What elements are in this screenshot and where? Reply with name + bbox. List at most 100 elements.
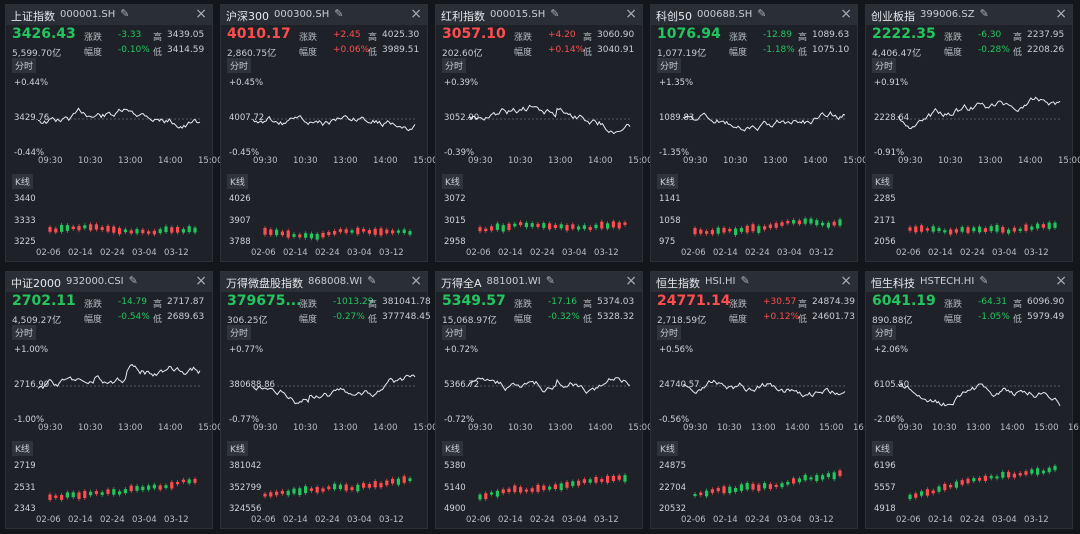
index-card[interactable]: 万得全A 881001.WI ✎ × 5349.57 15,068.97亿 涨跌 -17.16… [435, 271, 653, 529]
candle [321, 232, 325, 238]
index-name[interactable]: 万得微盘股指数 [226, 277, 303, 290]
kline-tab[interactable]: K线 [227, 174, 248, 189]
candle [338, 484, 342, 490]
pencil-icon[interactable]: ✎ [128, 274, 138, 287]
intraday-chart [467, 377, 631, 394]
candle [327, 486, 331, 490]
candle [925, 228, 929, 231]
pencil-icon[interactable]: ✎ [550, 7, 560, 20]
intraday-tab[interactable]: 分时 [12, 58, 37, 73]
kline-tab[interactable]: K线 [657, 174, 678, 189]
kline-tab[interactable]: K线 [227, 441, 248, 456]
index-name[interactable]: 科创50 [656, 10, 692, 23]
kline-tab[interactable]: K线 [872, 441, 893, 456]
kline-chart [48, 476, 197, 502]
pencil-icon[interactable]: ✎ [120, 7, 130, 20]
candle [385, 480, 389, 486]
candle [1012, 473, 1016, 478]
index-card[interactable]: 创业板指 399006.SZ ✎ × 2222.35 4,406.47亿 涨跌 -6.30 幅度… [865, 4, 1080, 262]
time-tick: 15:00 [1058, 156, 1080, 166]
pencil-icon[interactable]: ✎ [545, 274, 555, 287]
intraday-tab[interactable]: 分时 [442, 58, 467, 73]
intraday-mid-price: 3429.76 [14, 113, 50, 123]
candle [774, 484, 778, 487]
pct-value: -0.54% [118, 312, 150, 322]
intraday-tab[interactable]: 分时 [657, 58, 682, 73]
close-icon[interactable]: × [840, 6, 852, 22]
index-card[interactable]: 科创50 000688.SH ✎ × 1076.94 1,077.19亿 涨跌 -12.89 幅… [650, 4, 868, 262]
candle [734, 488, 738, 492]
close-icon[interactable]: × [1055, 273, 1067, 289]
intraday-tab[interactable]: 分时 [657, 325, 682, 340]
candle [780, 483, 784, 488]
close-icon[interactable]: × [410, 273, 422, 289]
low-label: 低 [583, 315, 593, 325]
index-name[interactable]: 红利指数 [441, 10, 485, 23]
intraday-tab[interactable]: 分时 [227, 58, 252, 73]
candle [931, 226, 935, 232]
candle [1007, 471, 1011, 478]
date-tick: 02-24 [745, 515, 770, 525]
intraday-tab[interactable]: 分时 [227, 325, 252, 340]
index-name[interactable]: 万得全A [441, 277, 482, 290]
candle [838, 219, 842, 226]
pencil-icon[interactable]: ✎ [979, 7, 989, 20]
index-card[interactable]: 恒生指数 HSI.HI ✎ × 24771.14 2,718.59亿 涨跌 +30.57 幅度 +… [650, 271, 878, 529]
candle [356, 484, 360, 492]
candle [269, 492, 273, 497]
close-icon[interactable]: × [195, 6, 207, 22]
index-card[interactable]: 上证指数 000001.SH ✎ × 3426.43 5,599.70亿 涨跌 -3.33 幅度… [5, 4, 223, 262]
candle [100, 227, 104, 230]
index-code: 881001.WI [486, 276, 541, 287]
intraday-tab[interactable]: 分时 [872, 58, 897, 73]
candle [48, 494, 52, 500]
close-icon[interactable]: × [625, 273, 637, 289]
index-card[interactable]: 红利指数 000015.SH ✎ × 3057.10 202.60亿 涨跌 +4.20 幅度 +0… [435, 4, 653, 262]
candle [315, 487, 319, 493]
candle [954, 481, 958, 488]
change-label: 涨跌 [84, 33, 103, 43]
kline-tab[interactable]: K线 [657, 441, 678, 456]
index-name[interactable]: 恒生指数 [656, 277, 700, 290]
index-name[interactable]: 创业板指 [871, 10, 915, 23]
close-icon[interactable]: × [625, 6, 637, 22]
candle [548, 486, 552, 490]
candle [187, 479, 191, 484]
pencil-icon[interactable]: ✎ [979, 274, 989, 287]
close-icon[interactable]: × [195, 273, 207, 289]
index-card[interactable]: 中证2000 932000.CSI ✎ × 2702.11 4,509.27亿 涨跌 -14.… [5, 271, 223, 529]
index-card[interactable]: 沪深300 000300.SH ✎ × 4010.17 2,860.75亿 涨跌 +2.45 幅… [220, 4, 438, 262]
index-price: 3426.43 [12, 26, 76, 42]
index-name[interactable]: 上证指数 [11, 10, 55, 23]
close-icon[interactable]: × [840, 273, 852, 289]
intraday-mid-price: 6105.50 [874, 380, 910, 390]
intraday-tab[interactable]: 分时 [872, 325, 897, 340]
pencil-icon[interactable]: ✎ [367, 274, 377, 287]
pencil-icon[interactable]: ✎ [757, 7, 767, 20]
change-label: 涨跌 [84, 300, 103, 310]
kline-tab[interactable]: K线 [442, 174, 463, 189]
intraday-price-line [252, 114, 416, 132]
pct-value: +0.12% [763, 312, 800, 322]
kline-tab[interactable]: K线 [872, 174, 893, 189]
candle [490, 492, 494, 495]
index-card[interactable]: 恒生科技 HSTECH.HI ✎ × 6041.19 890.88亿 涨跌 -64.31 幅度 -… [865, 271, 1080, 529]
close-icon[interactable]: × [410, 6, 422, 22]
index-card[interactable]: 万得微盘股指数 868008.WI ✎ × 379675... 306.25亿 涨跌 -101… [220, 271, 438, 529]
kline-chart [478, 473, 627, 502]
time-tick: 09:30 [253, 423, 278, 433]
index-name[interactable]: 恒生科技 [871, 277, 915, 290]
candle [716, 487, 720, 492]
intraday-tab[interactable]: 分时 [12, 325, 37, 340]
kline-tab[interactable]: K线 [442, 441, 463, 456]
candle [530, 488, 534, 492]
close-icon[interactable]: × [1055, 6, 1067, 22]
index-name[interactable]: 中证2000 [11, 277, 61, 290]
kline-tab[interactable]: K线 [12, 174, 33, 189]
pencil-icon[interactable]: ✎ [334, 7, 344, 20]
intraday-tab[interactable]: 分时 [442, 325, 467, 340]
pencil-icon[interactable]: ✎ [740, 274, 750, 287]
candle [699, 229, 703, 234]
index-name[interactable]: 沪深300 [226, 10, 269, 23]
kline-tab[interactable]: K线 [12, 441, 33, 456]
